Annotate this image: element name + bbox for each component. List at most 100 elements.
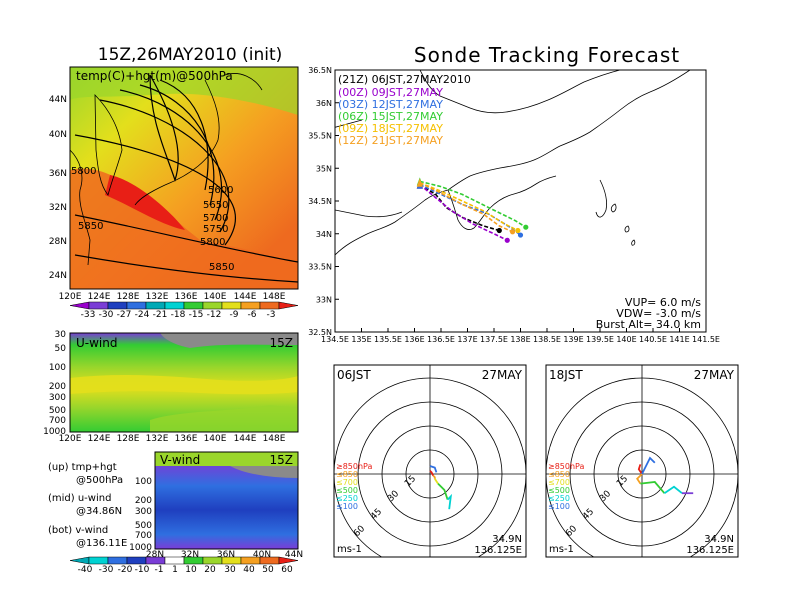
track-line xyxy=(419,183,521,236)
temp-x-ticks: 120E 124E 128E 132E 136E 140E 144E 148E xyxy=(59,292,286,302)
v-wind-y-ticks: 100 200 300 500 700 1000 xyxy=(129,477,152,553)
x-tick: 124E xyxy=(88,434,111,444)
legend-line: (mid) u-wind xyxy=(48,493,111,504)
legend-line: @136.11E xyxy=(76,538,127,549)
x-tick: 137E xyxy=(457,335,477,344)
colorbar-swatch xyxy=(278,556,299,565)
u-wind-jet xyxy=(70,374,298,395)
colorbar-swatch xyxy=(126,301,147,310)
left-title: 15Z,26MAY2010 (init) xyxy=(98,45,283,65)
hodo-date: 27MAY xyxy=(694,368,735,382)
x-tick: 140.5E xyxy=(639,335,667,344)
hodograph-06-panel: 15 30 45 60 06JST 27MAY ≥850hPa ≤850 ≤70… xyxy=(333,364,527,558)
colorbar-label: -27 xyxy=(117,310,132,320)
v-wind-grey xyxy=(230,466,298,478)
y-tick: 30 xyxy=(55,330,67,340)
contour-label: 5850 xyxy=(209,262,234,273)
y-tick: 1000 xyxy=(129,543,152,553)
track-line xyxy=(419,181,519,232)
legend-line: @34.86N xyxy=(76,506,122,517)
colorbar-swatch xyxy=(240,556,261,565)
colorbar-swatch xyxy=(183,556,204,565)
contour-label: 5650 xyxy=(203,200,228,211)
temp-colorbar xyxy=(69,301,299,310)
y-tick: 35N xyxy=(316,164,332,173)
level-entry: ≤250 xyxy=(336,494,358,503)
level-legend: ≥850hPa ≤850 ≤700 ≤500 ≤250 ≤100 xyxy=(336,462,373,511)
colorbar-label: -24 xyxy=(135,310,150,320)
y-tick: 32.5N xyxy=(308,328,332,337)
hodograph-trace xyxy=(429,465,453,510)
y-tick: 100 xyxy=(49,363,66,373)
contour-label: 5800 xyxy=(71,166,96,177)
vdw-text: VDW= -3.0 m/s xyxy=(616,307,701,320)
legend-entry: (09Z) 18JST,27MAY xyxy=(338,122,443,135)
level-entry: ≤850 xyxy=(336,470,358,479)
v-wind-panel: V-wind 15Z 100 200 300 500 700 1000 28N … xyxy=(69,451,303,575)
y-tick: 100 xyxy=(135,477,152,487)
x-tick: 148E xyxy=(263,434,286,444)
colorbar-swatch xyxy=(221,556,242,565)
colorbar-label: 50 xyxy=(262,565,274,575)
v-wind-x-ticks: 28N 32N 36N 40N 44N xyxy=(146,550,303,560)
colorbar-label: -9 xyxy=(230,310,239,320)
colorbar-swatch xyxy=(69,301,90,310)
x-tick: 148E xyxy=(263,292,286,302)
hodo-lat: 34.9N xyxy=(492,534,522,545)
x-tick: 140E xyxy=(204,292,227,302)
colorbar-swatch xyxy=(88,556,109,565)
colorbar-swatch xyxy=(240,301,261,310)
hot-spot xyxy=(105,175,185,230)
landing-point xyxy=(515,227,521,234)
legend-entry: (03Z) 12JST,27MAY xyxy=(338,98,443,111)
hodograph-segment xyxy=(636,473,643,485)
v-wind-top xyxy=(155,452,298,466)
hodograph-segment xyxy=(663,485,683,494)
hodo-lat: 34.9N xyxy=(704,534,734,545)
level-entry: ≤850 xyxy=(548,470,570,479)
coastline-north xyxy=(419,70,621,114)
hodograph-segment xyxy=(641,456,656,475)
colorbar-swatch xyxy=(221,301,242,310)
hodograph-segment xyxy=(637,464,643,475)
colorbar-label: -20 xyxy=(118,565,133,575)
launch-point xyxy=(416,178,423,187)
y-tick: 24N xyxy=(49,271,67,281)
hodo-lon: 136.125E xyxy=(474,545,522,556)
x-tick: 134.5E xyxy=(321,335,349,344)
u-wind-low xyxy=(150,405,298,432)
contour-label: 5700 xyxy=(203,213,228,224)
colorbar-label: 10 xyxy=(185,565,197,575)
colorbar-swatch xyxy=(164,301,185,310)
x-tick: 140E xyxy=(204,434,227,444)
y-tick: 40N xyxy=(49,130,67,140)
colorbar-swatch xyxy=(69,556,90,565)
x-tick: 132E xyxy=(146,434,169,444)
colorbar-label: -3 xyxy=(267,310,276,320)
v-wind-label: V-wind xyxy=(160,453,200,467)
contour-label: 5600 xyxy=(208,185,233,196)
y-tick: 50 xyxy=(55,344,67,354)
level-entry: ≥850hPa xyxy=(548,462,585,471)
hodo-units: ms-1 xyxy=(549,544,574,555)
x-tick: 120E xyxy=(59,292,82,302)
colorbar-label: -40 xyxy=(78,565,93,575)
coastline-korea xyxy=(94,94,123,196)
island xyxy=(624,225,630,233)
island xyxy=(610,203,617,213)
panel-frame xyxy=(154,451,299,550)
colorbar-label: -6 xyxy=(248,310,257,320)
legend-entry: (21Z) 06JST,27MAY2010 xyxy=(338,73,471,86)
vup-text: VUP= 6.0 m/s xyxy=(625,296,701,309)
x-tick: 44N xyxy=(285,550,303,560)
landing-point xyxy=(517,232,524,238)
colorbar-label: -30 xyxy=(99,310,114,320)
hodo-lon: 136.125E xyxy=(686,545,734,556)
right-title: Sonde Tracking Forecast xyxy=(414,43,680,67)
temp-colorbar-labels: -33 -30 -27 -24 -21 -18 -15 -12 -9 -6 -3 xyxy=(81,310,276,320)
wind-colorbar-labels: -40 -30 -20 -10 -1 1 10 20 30 40 50 60 xyxy=(78,565,293,575)
x-tick: 138.5E xyxy=(533,335,561,344)
u-wind-y-ticks: 30 50 100 200 300 500 700 1000 xyxy=(43,330,66,437)
x-tick: 128E xyxy=(117,292,140,302)
